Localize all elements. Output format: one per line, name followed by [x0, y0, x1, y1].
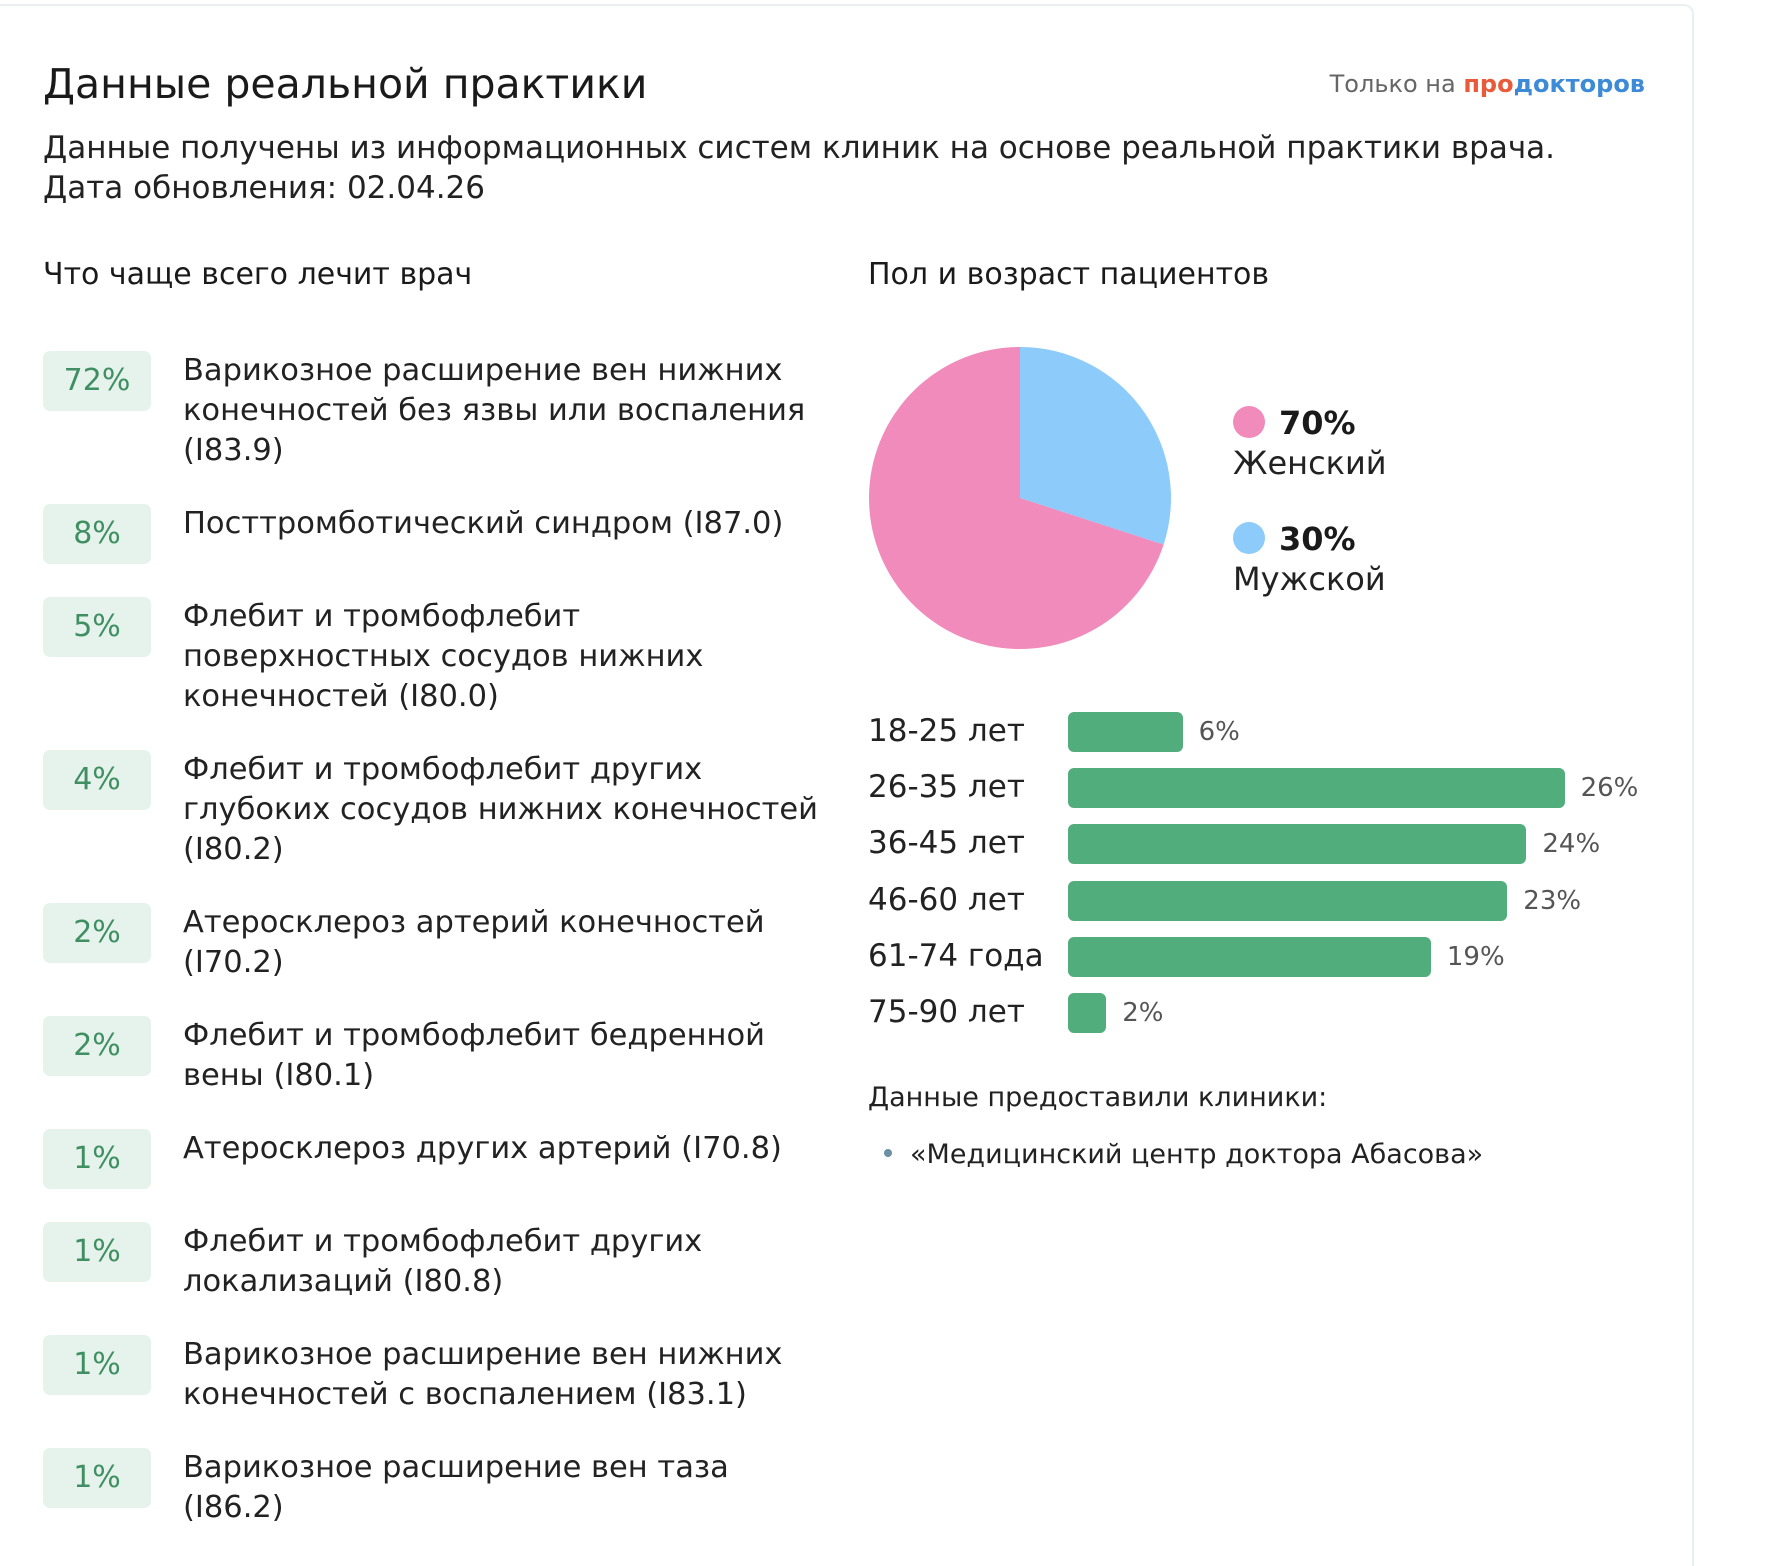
gender-pie-chart [868, 346, 1172, 650]
diagnosis-name: Варикозное расширение вен нижних конечнос… [183, 1335, 823, 1415]
diagnosis-percent-badge: 1% [43, 1129, 151, 1189]
diagnosis-name-line: (I80.2) [183, 832, 284, 867]
age-group-row: 75-90 лет 2% [868, 992, 1668, 1033]
age-group-row: 46-60 лет 23% [868, 880, 1668, 921]
age-group-row: 61-74 года 19% [868, 936, 1668, 977]
diagnosis-name-line: Посттромботический синдром (I87.0) [183, 506, 784, 541]
brand-logo-doc: докторов [1513, 70, 1645, 98]
diagnosis-name-line: Атеросклероз других артерий (I70.8) [183, 1131, 782, 1166]
diagnosis-name: Посттромботический синдром (I87.0) [183, 504, 823, 544]
age-bar [1068, 880, 1508, 921]
data-source-description: Данные получены из информационных систем… [43, 128, 1555, 208]
diagnosis-name: Флебит и тромбофлебит бедренной вены (I80… [183, 1016, 823, 1096]
subtitle-line-1: Данные получены из информационных систем… [43, 130, 1556, 166]
diagnosis-percent-badge: 1% [43, 1448, 151, 1508]
diagnosis-percent-badge: 4% [43, 750, 151, 810]
diagnosis-name-line: Флебит и тромбофлебит других [183, 1224, 703, 1259]
age-group-label: 26-35 лет [868, 769, 1025, 806]
diagnosis-percent-badge: 2% [43, 903, 151, 963]
age-bar [1068, 768, 1565, 809]
legend-label: Женский [1233, 444, 1387, 482]
legend-dot-icon [1233, 406, 1265, 438]
age-group-label: 18-25 лет [868, 713, 1025, 749]
diagnosis-name-line: конечностей без язвы или воспаления [183, 393, 806, 428]
diagnosis-name-line: конечностей (I80.0) [183, 679, 499, 714]
practice-card: Данные реальной практики Только на продо… [0, 4, 1694, 1566]
age-bar-value: 26% [1580, 773, 1639, 804]
age-bar-value: 24% [1542, 829, 1601, 860]
diagnosis-name: Варикозное расширение вен нижних конечнос… [183, 351, 823, 471]
age-bar-value: 6% [1198, 717, 1240, 747]
legend-dot-icon [1233, 522, 1265, 554]
diagnosis-percent-badge: 8% [43, 504, 151, 564]
diagnosis-name: Варикозное расширение вен таза (I86.2) [183, 1448, 823, 1528]
clinic-list-item[interactable]: «Медицинский центр доктора Абасова» [868, 1139, 1483, 1170]
clinics-title: Данные предоставили клиники: [868, 1082, 1328, 1113]
diagnosis-name-line: Варикозное расширение вен таза [183, 1450, 729, 1485]
diagnosis-percent-badge: 72% [43, 351, 151, 411]
age-bar [1068, 712, 1183, 752]
age-group-label: 75-90 лет [868, 994, 1025, 1030]
diagnosis-name-line: Варикозное расширение вен нижних [183, 1337, 783, 1372]
diagnosis-percent-badge: 2% [43, 1016, 151, 1076]
brand-logo-pro: про [1463, 70, 1514, 98]
diagnoses-section-title: Что чаще всего лечит врач [43, 257, 473, 292]
diagnosis-name-line: Атеросклероз артерий конечностей [183, 905, 765, 940]
diagnosis-percent-badge: 5% [43, 597, 151, 657]
age-bar-value: 23% [1523, 885, 1582, 916]
diagnosis-name-line: Флебит и тромбофлебит бедренной [183, 1018, 765, 1053]
diagnosis-name-line: Флебит и тромбофлебит [183, 599, 581, 634]
diagnosis-name-line: локализаций (I80.8) [183, 1264, 504, 1299]
age-bar [1068, 824, 1527, 865]
diagnosis-name: Флебит и тромбофлебит других локализаций … [183, 1222, 823, 1302]
age-group-row: 36-45 лет 24% [868, 823, 1668, 865]
diagnosis-name-line: вены (I80.1) [183, 1058, 375, 1093]
diagnosis-name: Флебит и тромбофлебит других глубоких сос… [183, 750, 823, 870]
diagnosis-percent-badge: 1% [43, 1222, 151, 1282]
age-bar-value: 2% [1122, 998, 1164, 1028]
brand-tagline[interactable]: Только на продокторов [1330, 70, 1645, 98]
diagnosis-percent-badge: 1% [43, 1335, 151, 1395]
diagnosis-name: Флебит и тромбофлебит поверхностных сосуд… [183, 597, 823, 717]
clinic-name: «Медицинский центр доктора Абасова» [910, 1139, 1484, 1170]
legend-percent: 70% [1279, 404, 1356, 442]
diagnosis-name-line: (I70.2) [183, 945, 284, 980]
gender-pie-svg [869, 347, 1171, 649]
pie-slice-female [869, 347, 1164, 649]
diagnosis-name-line: (I83.9) [183, 433, 284, 468]
age-group-row: 26-35 лет 26% [868, 767, 1668, 809]
age-bar [1068, 936, 1431, 977]
age-group-label: 61-74 года [868, 937, 1044, 974]
age-group-row: 18-25 лет 6% [868, 711, 1668, 752]
bullet-icon [884, 1149, 892, 1157]
patients-section-title: Пол и возраст пациентов [868, 257, 1270, 292]
page-title: Данные реальной практики [43, 60, 648, 108]
age-bar [1068, 993, 1107, 1033]
diagnosis-name-line: глубоких сосудов нижних конечностей [183, 792, 818, 827]
legend-label: Мужской [1233, 560, 1386, 598]
diagnosis-name-line: конечностей с воспалением (I83.1) [183, 1377, 747, 1412]
age-group-label: 46-60 лет [868, 881, 1025, 918]
diagnosis-name-line: (I86.2) [183, 1490, 284, 1525]
legend-percent: 30% [1279, 520, 1356, 558]
update-date: Дата обновления: 02.04.26 [43, 170, 486, 206]
pie-slice-male [1020, 347, 1171, 545]
age-bar-value: 19% [1446, 941, 1505, 972]
diagnosis-name-line: Варикозное расширение вен нижних [183, 353, 783, 388]
diagnosis-name: Атеросклероз артерий конечностей (I70.2) [183, 903, 823, 983]
brand-prefix: Только на [1329, 70, 1456, 98]
diagnosis-name-line: поверхностных сосудов нижних [183, 639, 704, 674]
age-group-label: 36-45 лет [868, 825, 1025, 862]
diagnosis-name-line: Флебит и тромбофлебит других [183, 752, 703, 787]
diagnosis-name: Атеросклероз других артерий (I70.8) [183, 1129, 823, 1169]
